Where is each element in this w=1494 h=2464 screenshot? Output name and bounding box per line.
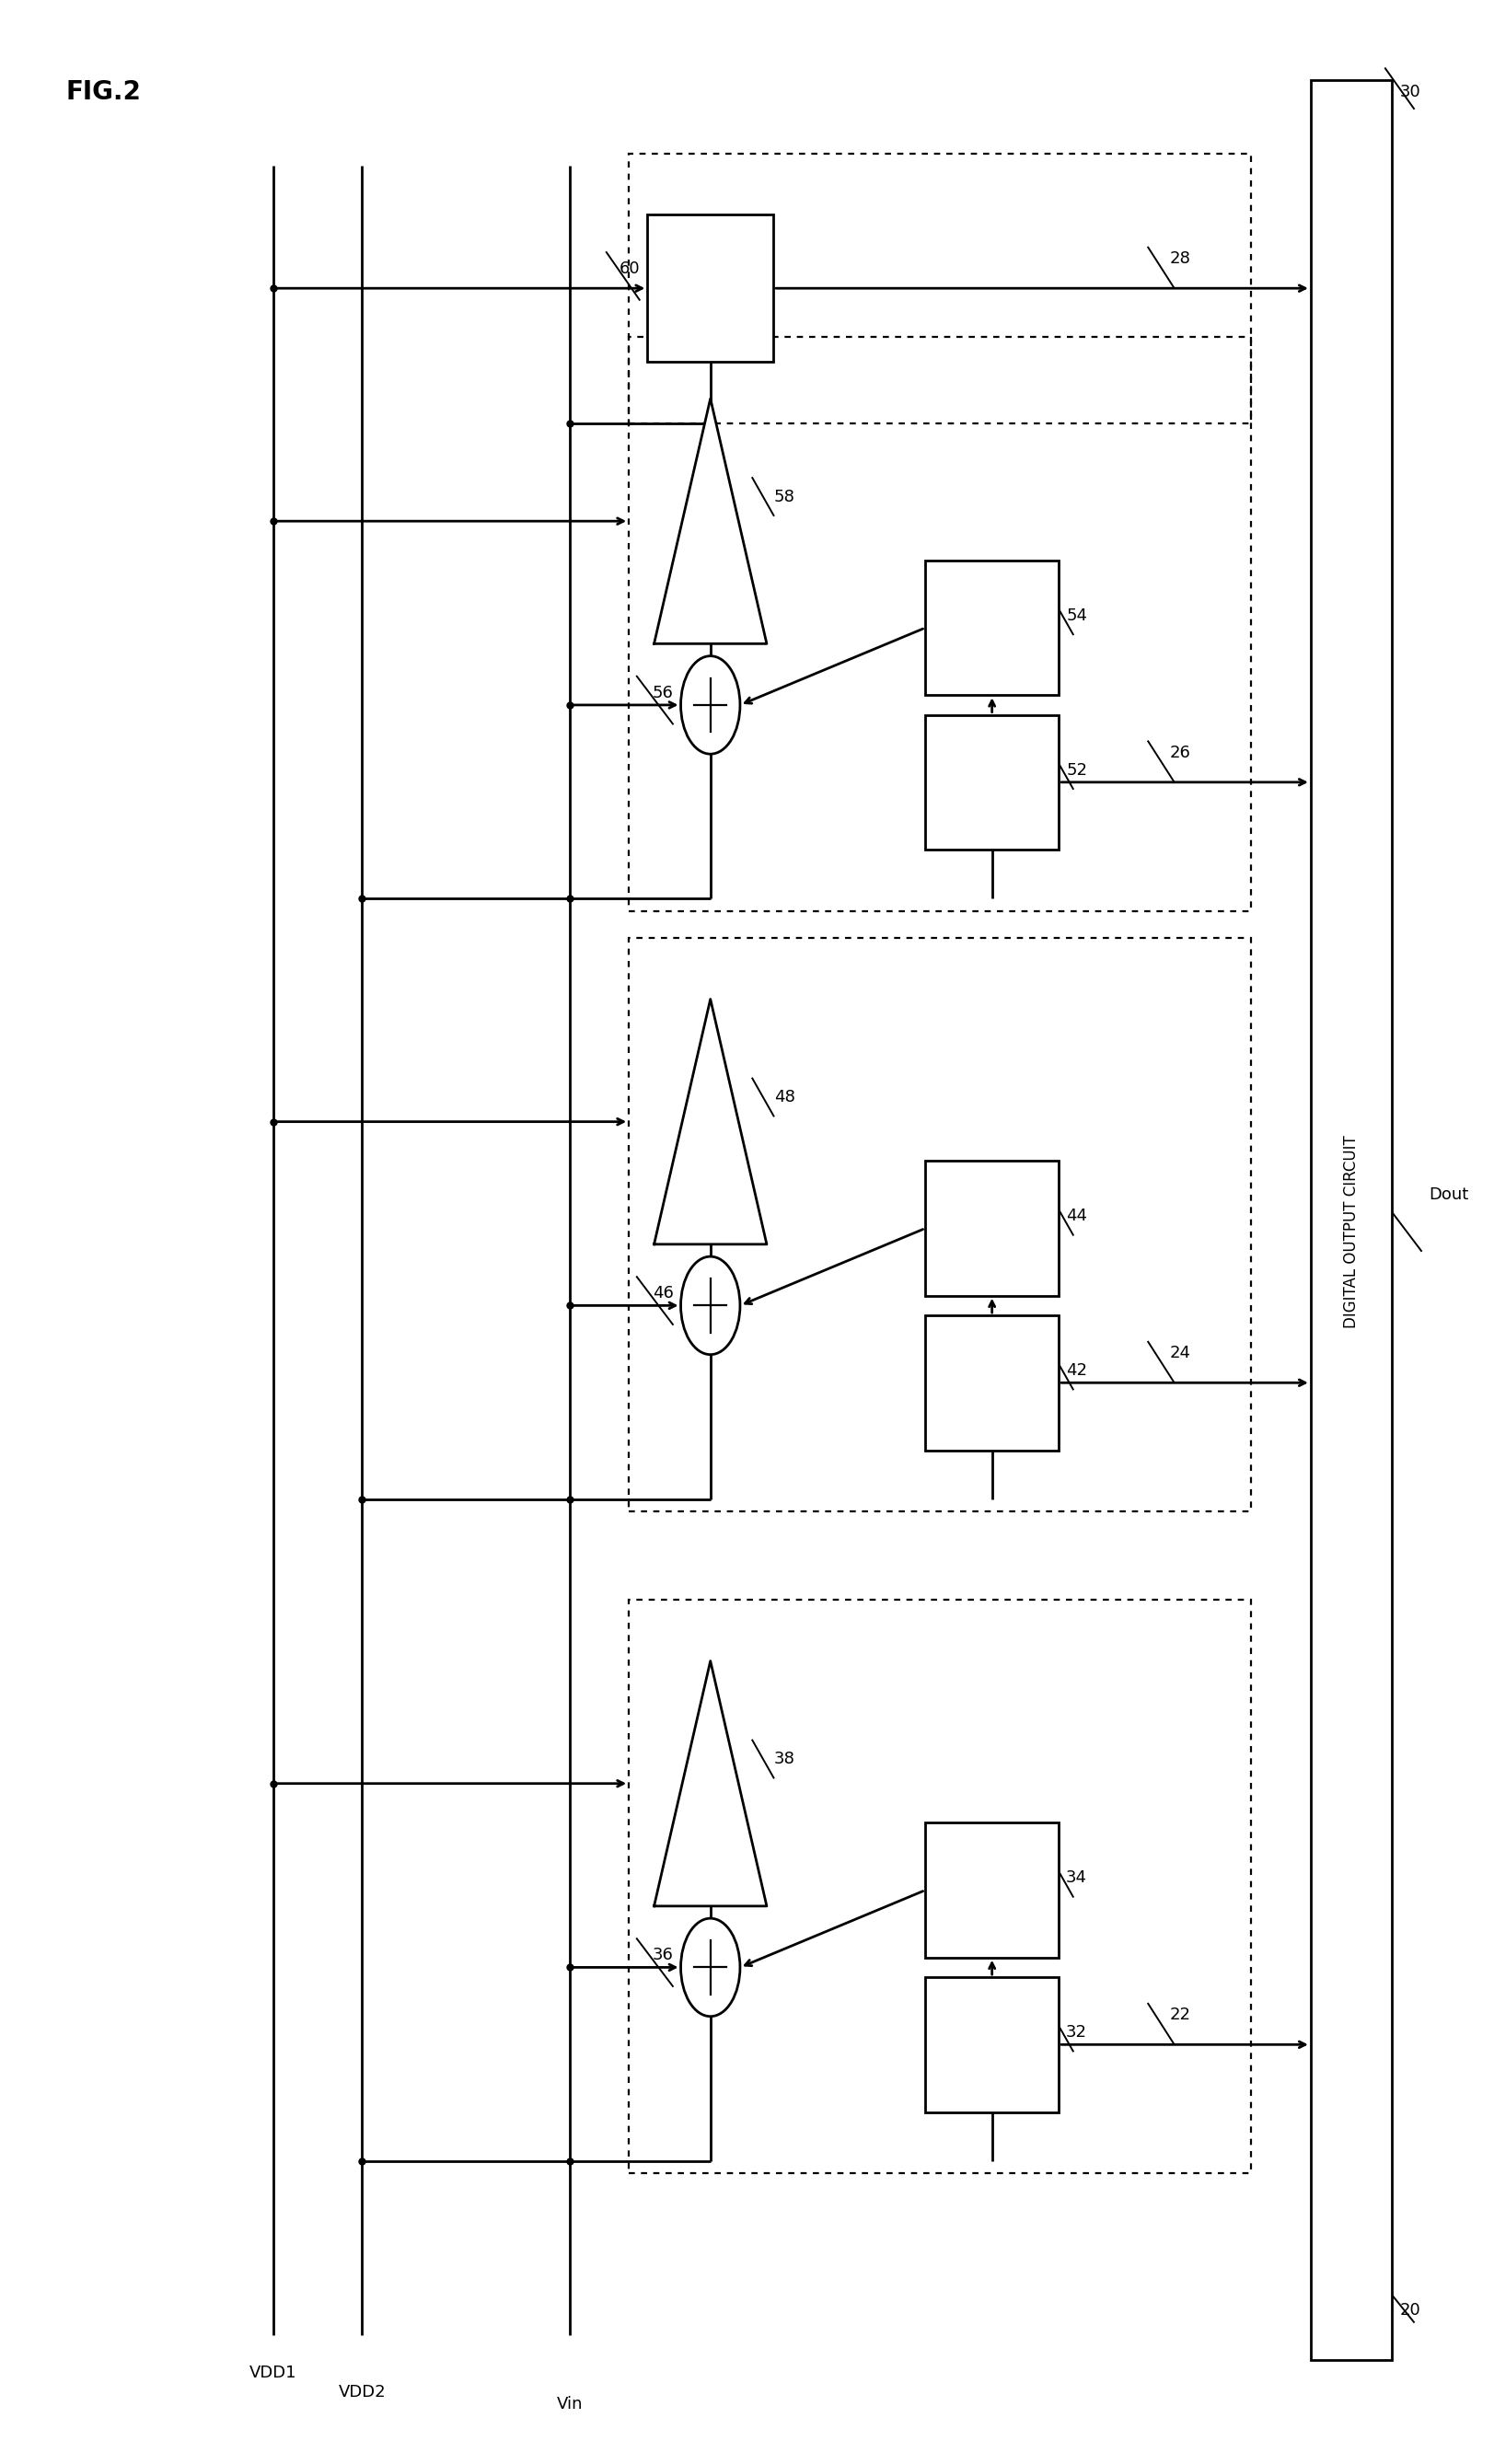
Bar — [925, 559, 1058, 695]
Bar — [925, 715, 1058, 850]
Bar — [925, 1316, 1058, 1451]
Circle shape — [680, 1257, 740, 1355]
Text: 58: 58 — [774, 488, 795, 505]
Text: 46: 46 — [651, 1286, 672, 1301]
Bar — [1310, 79, 1391, 2361]
Text: VDD1: VDD1 — [249, 2365, 297, 2380]
Text: 54: 54 — [1065, 606, 1086, 623]
Bar — [629, 1599, 1250, 2173]
Text: 24: 24 — [1170, 1345, 1191, 1363]
Text: Dout: Dout — [1428, 1185, 1469, 1202]
Text: 38: 38 — [774, 1752, 795, 1767]
Text: 56: 56 — [651, 685, 672, 702]
Text: 30: 30 — [1398, 84, 1419, 101]
Text: 34: 34 — [1065, 1870, 1086, 1885]
Text: 52: 52 — [1065, 761, 1086, 779]
Text: 26: 26 — [1170, 744, 1191, 761]
Polygon shape — [654, 998, 766, 1244]
Circle shape — [680, 655, 740, 754]
Text: 20: 20 — [1398, 2301, 1419, 2319]
Polygon shape — [654, 399, 766, 643]
Bar — [629, 153, 1250, 424]
Bar — [629, 939, 1250, 1510]
Text: 36: 36 — [651, 1947, 672, 1964]
Text: Vin: Vin — [556, 2397, 583, 2412]
Text: FIG.2: FIG.2 — [66, 79, 140, 106]
Text: 42: 42 — [1065, 1363, 1086, 1380]
Text: 48: 48 — [774, 1089, 795, 1106]
Text: VDD2: VDD2 — [338, 2385, 385, 2400]
Bar — [925, 1976, 1058, 2112]
Bar — [925, 1823, 1058, 1956]
Text: 22: 22 — [1170, 2006, 1191, 2023]
Text: 60: 60 — [619, 261, 639, 276]
Circle shape — [680, 1919, 740, 2016]
Text: 32: 32 — [1065, 2023, 1086, 2040]
Bar — [925, 1161, 1058, 1296]
Bar — [629, 338, 1250, 912]
Text: 44: 44 — [1065, 1207, 1086, 1225]
Bar — [647, 214, 772, 362]
Polygon shape — [654, 1661, 766, 1907]
Text: 28: 28 — [1170, 251, 1191, 266]
Text: DIGITAL OUTPUT CIRCUIT: DIGITAL OUTPUT CIRCUIT — [1342, 1136, 1360, 1328]
